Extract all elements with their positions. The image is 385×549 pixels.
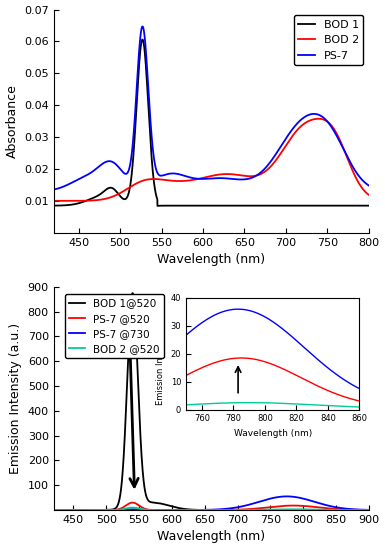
BOD 2 xyxy=(106,195,110,201)
X-axis label: Wavelength (nm): Wavelength (nm) xyxy=(157,530,265,544)
BOD 1 xyxy=(172,203,177,209)
Line: PS-7 @730: PS-7 @730 xyxy=(54,496,369,510)
Y-axis label: Emission Intensity (a.u.): Emission Intensity (a.u.) xyxy=(9,323,22,474)
PS-7 @520 xyxy=(106,507,110,513)
BOD 1 xyxy=(87,196,92,203)
BOD 1@520 xyxy=(52,507,56,513)
PS-7 @730 xyxy=(87,507,92,513)
PS-7 @520 xyxy=(367,507,371,513)
BOD 2 @520 xyxy=(130,504,135,511)
BOD 2 xyxy=(316,115,321,122)
BOD 2 xyxy=(186,177,191,184)
BOD 1@520 xyxy=(106,507,110,513)
PS-7 @520 xyxy=(172,507,177,513)
PS-7 @730 xyxy=(52,507,56,513)
PS-7 @520 xyxy=(326,505,331,512)
PS-7 @520 xyxy=(360,507,365,513)
BOD 2 @520 xyxy=(52,507,56,513)
X-axis label: Wavelength (nm): Wavelength (nm) xyxy=(157,253,265,266)
BOD 1 xyxy=(326,203,331,209)
Legend: BOD 1@520, PS-7 @520, PS-7 @730, BOD 2 @520: BOD 1@520, PS-7 @520, PS-7 @730, BOD 2 @… xyxy=(65,294,164,358)
Line: PS-7: PS-7 xyxy=(54,26,369,189)
PS-7 @730 xyxy=(186,507,191,513)
BOD 1@520 xyxy=(172,504,177,511)
PS-7 @520 xyxy=(186,507,191,513)
BOD 2 @520 xyxy=(106,507,110,513)
PS-7 @730 xyxy=(326,502,331,509)
BOD 1@520 xyxy=(186,506,191,513)
Line: PS-7 @520: PS-7 @520 xyxy=(54,502,369,510)
PS-7 xyxy=(52,186,56,193)
BOD 1 xyxy=(361,203,365,209)
PS-7 xyxy=(186,173,191,180)
PS-7 xyxy=(360,177,365,184)
BOD 2 xyxy=(360,186,365,192)
BOD 1@520 xyxy=(130,290,135,296)
Line: BOD 2 @520: BOD 2 @520 xyxy=(54,507,369,510)
BOD 2 @520 xyxy=(87,507,92,513)
BOD 1 xyxy=(52,203,56,209)
BOD 1 xyxy=(186,203,191,209)
PS-7 @520 xyxy=(87,507,92,513)
PS-7 xyxy=(172,170,177,177)
BOD 2 xyxy=(172,178,177,184)
PS-7 @730 xyxy=(285,493,289,500)
PS-7 xyxy=(87,170,92,177)
Line: BOD 1: BOD 1 xyxy=(54,40,369,206)
BOD 2 xyxy=(52,198,56,204)
Y-axis label: Absorbance: Absorbance xyxy=(5,84,18,158)
PS-7 xyxy=(140,23,145,30)
Line: BOD 1@520: BOD 1@520 xyxy=(54,293,369,510)
BOD 2 xyxy=(87,197,92,204)
BOD 1@520 xyxy=(367,507,371,513)
BOD 1 xyxy=(106,185,110,192)
BOD 2 xyxy=(367,192,371,198)
BOD 2 @520 xyxy=(360,507,365,513)
PS-7 @520 xyxy=(130,499,135,506)
PS-7 xyxy=(367,182,371,189)
PS-7 @730 xyxy=(172,507,177,513)
BOD 2 @520 xyxy=(172,507,177,513)
PS-7 @730 xyxy=(106,507,110,513)
Legend: BOD 1, BOD 2, PS-7: BOD 1, BOD 2, PS-7 xyxy=(294,15,363,65)
PS-7 xyxy=(326,120,331,127)
BOD 1 xyxy=(367,203,371,209)
BOD 2 @520 xyxy=(367,507,371,513)
PS-7 @730 xyxy=(360,506,365,513)
BOD 2 @520 xyxy=(186,507,191,513)
PS-7 @520 xyxy=(52,507,56,513)
BOD 1@520 xyxy=(360,507,365,513)
PS-7 @730 xyxy=(367,507,371,513)
Line: BOD 2: BOD 2 xyxy=(54,119,369,201)
BOD 2 xyxy=(326,120,331,126)
BOD 1 xyxy=(140,36,145,43)
BOD 1@520 xyxy=(87,507,92,513)
PS-7 xyxy=(106,158,110,165)
BOD 1 xyxy=(155,203,160,209)
BOD 2 @520 xyxy=(326,507,331,513)
BOD 1@520 xyxy=(326,507,331,513)
